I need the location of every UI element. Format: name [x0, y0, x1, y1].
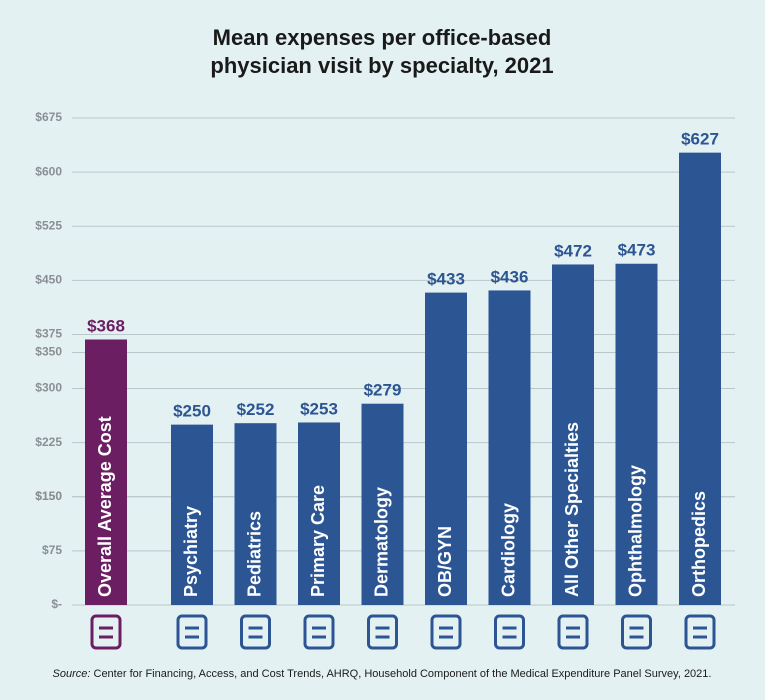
category-icon	[621, 614, 652, 650]
value-label: $472	[554, 241, 592, 260]
icon-shape	[303, 614, 335, 650]
y-tick-label: $525	[35, 218, 62, 232]
category-label: Ophthalmology	[625, 465, 645, 597]
chart-subtitle: physician visit by specialty, 2021	[210, 53, 553, 78]
category-label: Pediatrics	[244, 511, 264, 597]
icon-shape	[557, 614, 589, 650]
source-text: Center for Financing, Access, and Cost T…	[94, 668, 712, 680]
icon-shape	[240, 614, 271, 650]
value-label: $433	[427, 270, 465, 289]
value-label: $250	[173, 402, 211, 421]
y-tick-label: $675	[35, 110, 62, 124]
value-label: $436	[491, 267, 529, 286]
icon-shape	[176, 614, 208, 650]
icon-shape	[367, 614, 398, 650]
category-icon	[90, 614, 122, 650]
value-label: $252	[237, 400, 275, 419]
icon-shape	[430, 614, 462, 650]
category-label: Primary Care	[308, 485, 328, 597]
y-tick-label: $450	[35, 273, 62, 287]
value-label: $253	[300, 399, 338, 418]
category-label: Dermatology	[371, 487, 391, 597]
icon-shape	[90, 614, 122, 650]
y-tick-label: $375	[35, 327, 62, 341]
y-tick-label: $-	[51, 597, 62, 611]
y-tick-label: $75	[42, 543, 62, 557]
value-label: $368	[87, 316, 125, 335]
category-icon	[367, 614, 398, 650]
category-icon	[176, 614, 208, 650]
bar	[85, 339, 127, 605]
category-icon	[303, 614, 335, 650]
bar	[361, 403, 404, 605]
y-tick-label: $600	[35, 164, 62, 178]
source-note: Source: Center for Financing, Access, an…	[53, 668, 712, 680]
value-label: $473	[618, 241, 656, 260]
y-tick-label: $150	[35, 489, 62, 503]
category-icon	[430, 614, 462, 650]
bar	[615, 263, 658, 605]
category-label: Orthopedics	[689, 491, 709, 597]
y-tick-label: $225	[35, 435, 62, 449]
y-tick-label: $150	[35, 489, 62, 503]
category-icon	[240, 614, 271, 650]
category-label: All Other Specialties	[562, 422, 582, 597]
category-icon	[557, 614, 589, 650]
category-icon	[684, 614, 716, 650]
category-icon	[494, 614, 525, 650]
icon-shape	[494, 614, 525, 650]
y-tick-label: $300	[35, 381, 62, 395]
bar	[171, 424, 213, 605]
value-label: $279	[364, 381, 402, 400]
chart-title: Mean expenses per office-based	[213, 25, 552, 50]
category-label: Cardiology	[498, 503, 518, 597]
bar	[552, 264, 594, 605]
category-label: Psychiatry	[181, 506, 201, 597]
source-label: Source:	[53, 668, 91, 680]
icon-shape	[621, 614, 652, 650]
value-label: $627	[681, 130, 719, 149]
category-label: Overall Average Cost	[95, 416, 115, 597]
icon-shape	[684, 614, 716, 650]
bar	[234, 423, 277, 605]
bar	[425, 292, 467, 605]
bar	[298, 422, 340, 605]
bar	[679, 152, 721, 605]
category-label: OB/GYN	[435, 526, 455, 597]
bar	[488, 290, 531, 605]
y-tick-label: $350	[35, 345, 62, 359]
